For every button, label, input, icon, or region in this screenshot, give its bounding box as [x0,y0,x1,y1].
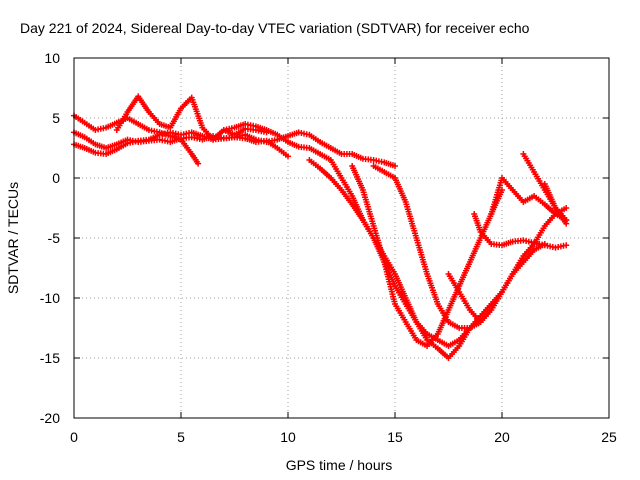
y-tick-label: 5 [52,110,60,126]
series-satellite-8 [370,163,484,331]
y-tick-label: -20 [40,410,60,426]
x-tick-label: 15 [387,429,403,445]
x-tick-labels: 0 5 10 15 20 25 [70,429,617,445]
data-point [477,319,484,325]
series-satellite-11 [488,175,570,217]
plot-frame [73,57,610,419]
x-tick-label: 0 [70,429,78,445]
data-point [285,153,291,160]
data-point [563,217,570,223]
data-point [563,205,570,211]
data-point [195,160,202,167]
series-satellite-6 [306,157,570,361]
series-satellite-5 [220,121,548,349]
y-tick-label: -5 [48,230,61,246]
series-satellite-13 [541,181,570,223]
data-point [392,163,398,169]
chart-title: Day 221 of 2024, Sidereal Day-to-day VTE… [20,20,530,36]
data-point [563,242,570,249]
series-line [223,123,546,347]
x-tick-label: 5 [177,429,185,445]
x-tick-label: 10 [280,429,296,445]
grid [74,58,609,418]
y-tick-label: 0 [52,170,60,186]
series-satellite-4 [113,93,270,143]
series-satellite-10 [471,211,570,251]
y-tick-labels: 10 5 0 -5 -10 -15 -20 [40,50,60,426]
x-axis-label: GPS time / hours [286,457,393,473]
x-tick-label: 25 [601,429,617,445]
y-tick-label: -10 [40,290,60,306]
series-satellite-9 [445,271,484,325]
y-axis-label: SDTVAR / TECUs [5,182,21,294]
y-tick-label: 10 [44,50,60,66]
data-series [71,93,570,361]
y-tick-label: -15 [40,350,60,366]
x-tick-label: 20 [494,429,510,445]
